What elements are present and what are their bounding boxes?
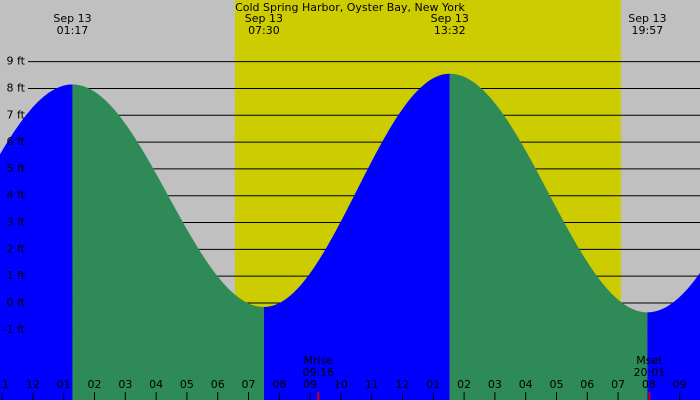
x-tick-label: 10: [334, 378, 348, 391]
x-tick-label: 01: [426, 378, 440, 391]
moon-time: 09:16: [302, 366, 334, 379]
extreme-date: Sep 13: [431, 12, 469, 25]
tide-segment: [263, 73, 450, 400]
extreme-time: 13:32: [434, 24, 466, 37]
y-tick-label: 3 ft: [7, 216, 26, 229]
y-tick-label: -1 ft: [3, 323, 26, 336]
x-tick-label: 04: [519, 378, 533, 391]
x-tick-label: 11: [0, 378, 9, 391]
chart-title: Cold Spring Harbor, Oyster Bay, New York: [235, 1, 465, 14]
extreme-date: Sep 13: [628, 12, 666, 25]
extreme-time: 01:17: [57, 24, 89, 37]
x-tick-label: 08: [642, 378, 656, 391]
y-tick-label: 2 ft: [7, 242, 26, 255]
y-tick-label: 9 ft: [7, 55, 26, 68]
x-tick-label: 04: [149, 378, 163, 391]
x-tick-label: 06: [580, 378, 594, 391]
x-tick-label: 02: [457, 378, 471, 391]
tide-segment: [0, 84, 73, 400]
x-tick-label: 12: [26, 378, 40, 391]
moon-label: Mrise: [304, 354, 334, 367]
tide-segment: [647, 272, 700, 400]
x-tick-label: 05: [549, 378, 563, 391]
x-tick-label: 05: [180, 378, 194, 391]
x-tick-label: 08: [272, 378, 286, 391]
tide-segment: [449, 73, 648, 400]
extreme-time: 19:57: [631, 24, 663, 37]
y-tick-label: 7 ft: [7, 108, 26, 121]
x-tick-label: 06: [211, 378, 225, 391]
extreme-time: 07:30: [248, 24, 280, 37]
extreme-date: Sep 13: [245, 12, 283, 25]
y-tick-label: 1 ft: [7, 269, 26, 282]
x-tick-label: 03: [118, 378, 132, 391]
x-tick-label: 09: [673, 378, 687, 391]
x-tick-label: 12: [396, 378, 410, 391]
x-tick-label: 02: [88, 378, 102, 391]
x-tick-label: 07: [611, 378, 625, 391]
y-tick-label: 6 ft: [7, 135, 26, 148]
moon-label: Mset: [636, 354, 663, 367]
x-tick-label: 09: [303, 378, 317, 391]
x-tick-label: 11: [365, 378, 379, 391]
x-tick-label: 03: [488, 378, 502, 391]
y-tick-label: 8 ft: [7, 81, 26, 94]
moon-time: 20:01: [634, 366, 666, 379]
y-tick-label: 5 ft: [7, 162, 26, 175]
x-tick-label: 07: [242, 378, 256, 391]
extreme-date: Sep 13: [53, 12, 91, 25]
y-tick-label: 0 ft: [7, 296, 26, 309]
x-tick-label: 01: [57, 378, 71, 391]
tide-segment: [72, 84, 264, 400]
y-tick-label: 4 ft: [7, 189, 26, 202]
